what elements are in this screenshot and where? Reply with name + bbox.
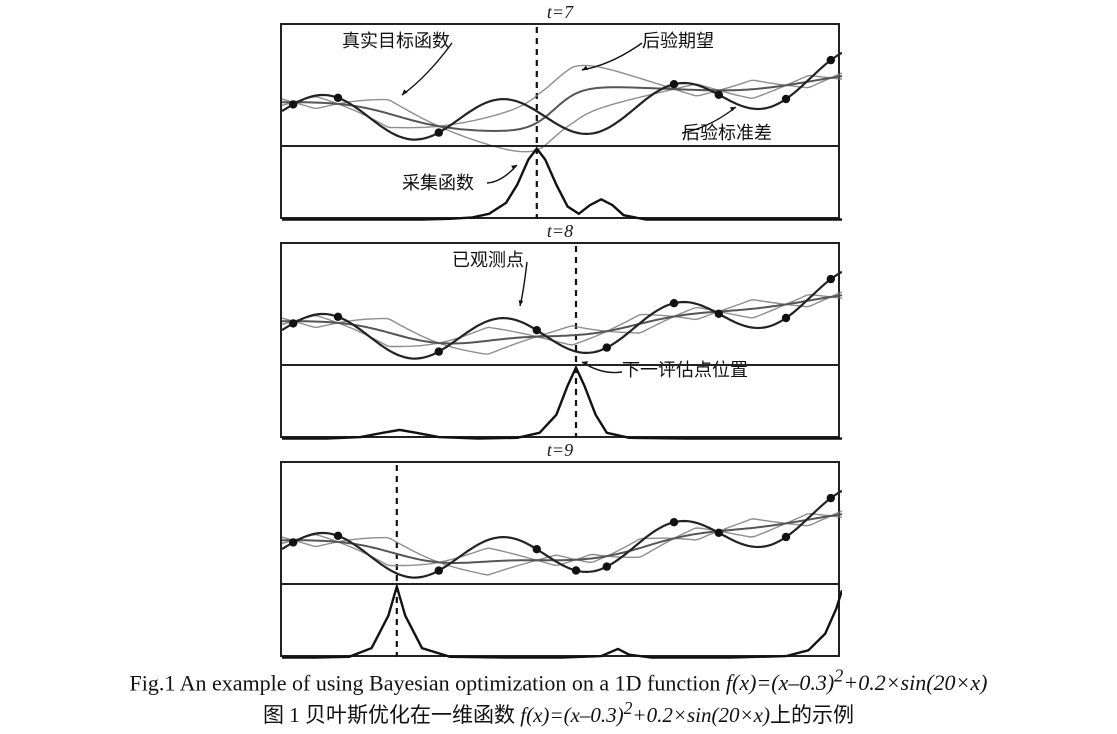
observation-marker [533,326,541,334]
iteration-label: t=7 [280,2,840,23]
observation-marker [827,275,835,283]
observation-marker [289,100,297,108]
observation-marker [435,128,443,136]
observation-marker [603,562,611,570]
true-function [282,272,842,359]
observation-marker [715,91,723,99]
annotation-label: 后验期望 [642,31,714,51]
observation-marker [670,80,678,88]
annotation-label: 后验标准差 [682,123,772,143]
caption-en-formula: f(x)=(x–0.3)2+0.2×sin(20×x) [726,670,988,695]
observation-marker [827,56,835,64]
subplot-0: 真实目标函数 后验期望后验标准差采集函数 [280,23,840,219]
annotation-label: 采集函数 [402,173,474,193]
observation-marker [572,566,580,574]
observation-marker [670,518,678,526]
iteration-label: t=9 [280,440,840,461]
observation-marker [334,532,342,540]
caption-english: Fig.1 An example of using Bayesian optim… [0,666,1117,696]
caption-zh-formula: f(x)=(x–0.3)2+0.2×sin(20×x) [520,703,770,727]
observation-marker [334,313,342,321]
annotation-label: 真实目标函数 [342,31,450,51]
page-root: t=7真实目标函数后验期望后验标准差采集函数t=8已观测点下一评估点位置t=9 … [0,0,1117,734]
observation-marker [533,545,541,553]
std-upper [282,65,842,126]
observation-marker [289,319,297,327]
acquisition-function [282,587,842,658]
annotation-label: 已观测点 [452,250,524,270]
caption-zh-suffix: 上的示例 [770,703,854,727]
observation-marker [334,94,342,102]
observation-marker [289,538,297,546]
observation-marker [827,494,835,502]
acquisition-function [282,149,842,220]
observation-marker [782,95,790,103]
subplot-svg: 已观测点下一评估点位置 [282,244,842,440]
iteration-label: t=8 [280,221,840,242]
observation-marker [782,314,790,322]
annotation [582,361,622,372]
subplot-2 [280,461,840,657]
observation-marker [670,299,678,307]
observation-marker [715,529,723,537]
observation-marker [435,566,443,574]
annotation-label: 下一评估点位置 [622,360,748,380]
true-function [282,491,842,578]
acquisition-function [282,368,842,439]
observation-marker [782,533,790,541]
annotation [487,165,517,183]
subplot-svg [282,463,842,659]
observation-marker [603,343,611,351]
figure-container: t=7真实目标函数后验期望后验标准差采集函数t=8已观测点下一评估点位置t=9 [280,0,840,657]
caption-en-prefix: Fig.1 An example of using Bayesian optim… [130,670,726,695]
observation-marker [715,310,723,318]
caption-zh-prefix: 图 1 贝叶斯优化在一维函数 [263,703,520,727]
observation-marker [435,347,443,355]
subplot-svg: 真实目标函数 后验期望后验标准差采集函数 [282,25,842,221]
subplot-1: 已观测点下一评估点位置 [280,242,840,438]
caption-chinese: 图 1 贝叶斯优化在一维函数 f(x)=(x–0.3)2+0.2×sin(20×… [0,698,1117,729]
